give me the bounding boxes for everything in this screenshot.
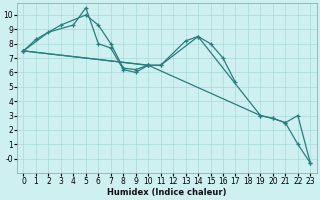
X-axis label: Humidex (Indice chaleur): Humidex (Indice chaleur) [107,188,227,197]
